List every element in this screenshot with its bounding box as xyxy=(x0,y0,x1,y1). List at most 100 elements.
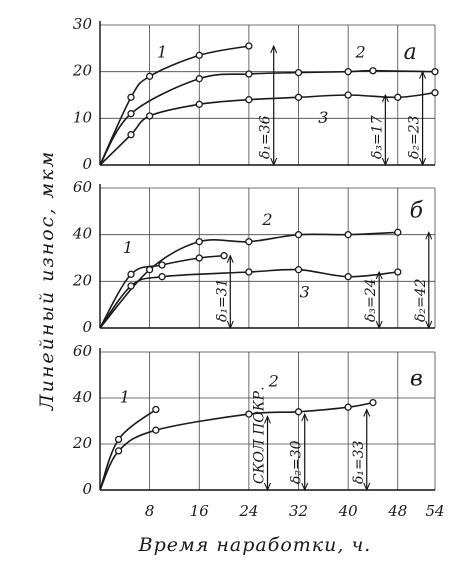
data-point xyxy=(431,89,439,97)
annotation: δ₂=42 xyxy=(413,278,429,322)
data-point xyxy=(369,398,377,407)
curve xyxy=(99,401,374,491)
arrow-head xyxy=(425,231,433,240)
arrow-head xyxy=(381,93,389,103)
arrow-head xyxy=(264,415,271,424)
data-point xyxy=(344,68,352,76)
data-point xyxy=(294,266,303,274)
annotation: СКОЛ ПОКР. xyxy=(252,386,268,484)
curve xyxy=(99,408,157,491)
x-tick-label: 40 xyxy=(338,502,359,520)
arrow-head xyxy=(363,408,371,417)
arrow-head xyxy=(381,157,389,167)
arrow-head xyxy=(301,412,309,422)
panel-letter: а xyxy=(404,40,417,65)
y-tick-label: 20 xyxy=(72,271,93,289)
y-axis-title: Линейный износ, мкм xyxy=(36,150,58,411)
y-tick-label: 0 xyxy=(82,318,92,336)
data-point xyxy=(152,426,160,434)
annotation: δ₃=17 xyxy=(369,115,385,159)
data-point xyxy=(145,72,154,80)
data-point xyxy=(245,42,253,50)
data-point xyxy=(114,447,123,455)
arrow-head xyxy=(226,254,234,263)
arrow-head xyxy=(375,320,383,330)
x-tick-label: 24 xyxy=(238,502,258,520)
annotation: δ₁=33 xyxy=(351,440,367,484)
curve xyxy=(99,69,436,166)
data-point xyxy=(394,228,402,236)
data-point xyxy=(158,273,166,281)
annotation: δ₂=23 xyxy=(407,115,423,159)
data-point xyxy=(195,254,203,262)
curve-label: 3 xyxy=(318,108,328,127)
data-point xyxy=(152,405,160,414)
data-point xyxy=(127,110,135,118)
arrow-head xyxy=(301,482,309,492)
y-tick-label: 0 xyxy=(82,155,92,173)
data-point xyxy=(145,112,154,120)
data-point xyxy=(294,68,303,77)
y-tick-label: 40 xyxy=(72,225,93,243)
curve-label: 2 xyxy=(268,371,279,390)
annotation: δ₁=36 xyxy=(258,115,274,159)
y-tick-label: 30 xyxy=(73,15,93,33)
x-tick-label: 16 xyxy=(190,502,210,520)
data-point xyxy=(127,282,135,290)
data-point xyxy=(431,68,439,76)
data-point xyxy=(127,93,135,101)
x-axis-title: Время наработки, ч. xyxy=(138,534,372,556)
y-tick-label: 20 xyxy=(72,434,93,452)
arrow-head xyxy=(375,270,383,280)
data-point xyxy=(127,270,135,278)
data-point xyxy=(127,131,135,139)
data-point xyxy=(369,67,377,75)
arrow-head xyxy=(264,482,271,492)
data-point xyxy=(114,435,123,444)
data-point xyxy=(245,238,253,246)
annotation: δ₁=31 xyxy=(214,278,230,322)
curve-label: 2 xyxy=(261,210,272,229)
data-point xyxy=(195,238,203,246)
curve-label: 3 xyxy=(300,283,310,302)
panel-letter: б xyxy=(410,198,424,223)
data-point xyxy=(158,261,166,269)
arrow-head xyxy=(270,44,278,54)
panel-letter: в xyxy=(410,367,423,392)
arrow-head xyxy=(226,320,234,330)
y-tick-label: 40 xyxy=(72,388,93,406)
data-point xyxy=(245,268,253,276)
y-tick-label: 0 xyxy=(82,480,92,498)
data-point xyxy=(245,96,253,104)
x-tick-label: 32 xyxy=(289,502,308,520)
data-point xyxy=(220,252,228,260)
data-point xyxy=(344,403,352,411)
arrow-head xyxy=(425,320,433,330)
data-point xyxy=(195,75,203,83)
data-point xyxy=(394,93,402,101)
data-point xyxy=(145,266,154,274)
data-point xyxy=(294,231,303,239)
data-point xyxy=(294,93,303,101)
y-tick-label: 20 xyxy=(72,62,93,80)
arrow-head xyxy=(419,70,427,79)
curve-label: 1 xyxy=(157,43,167,62)
curve-label: 1 xyxy=(123,238,133,257)
data-point xyxy=(245,70,253,78)
arrow-head xyxy=(419,157,427,167)
x-tick-label: 48 xyxy=(387,502,407,520)
data-point xyxy=(394,268,402,276)
data-point xyxy=(294,408,303,416)
curve xyxy=(99,45,250,166)
annotation: δ₃=24 xyxy=(363,278,379,322)
arrow-head xyxy=(363,482,371,492)
data-point xyxy=(344,231,352,239)
x-tick-label: 54 xyxy=(425,502,444,520)
data-point xyxy=(245,410,253,418)
data-point xyxy=(344,91,352,99)
arrow-head xyxy=(270,157,278,167)
data-point xyxy=(195,100,203,108)
data-point xyxy=(344,273,352,281)
data-point xyxy=(195,51,203,59)
